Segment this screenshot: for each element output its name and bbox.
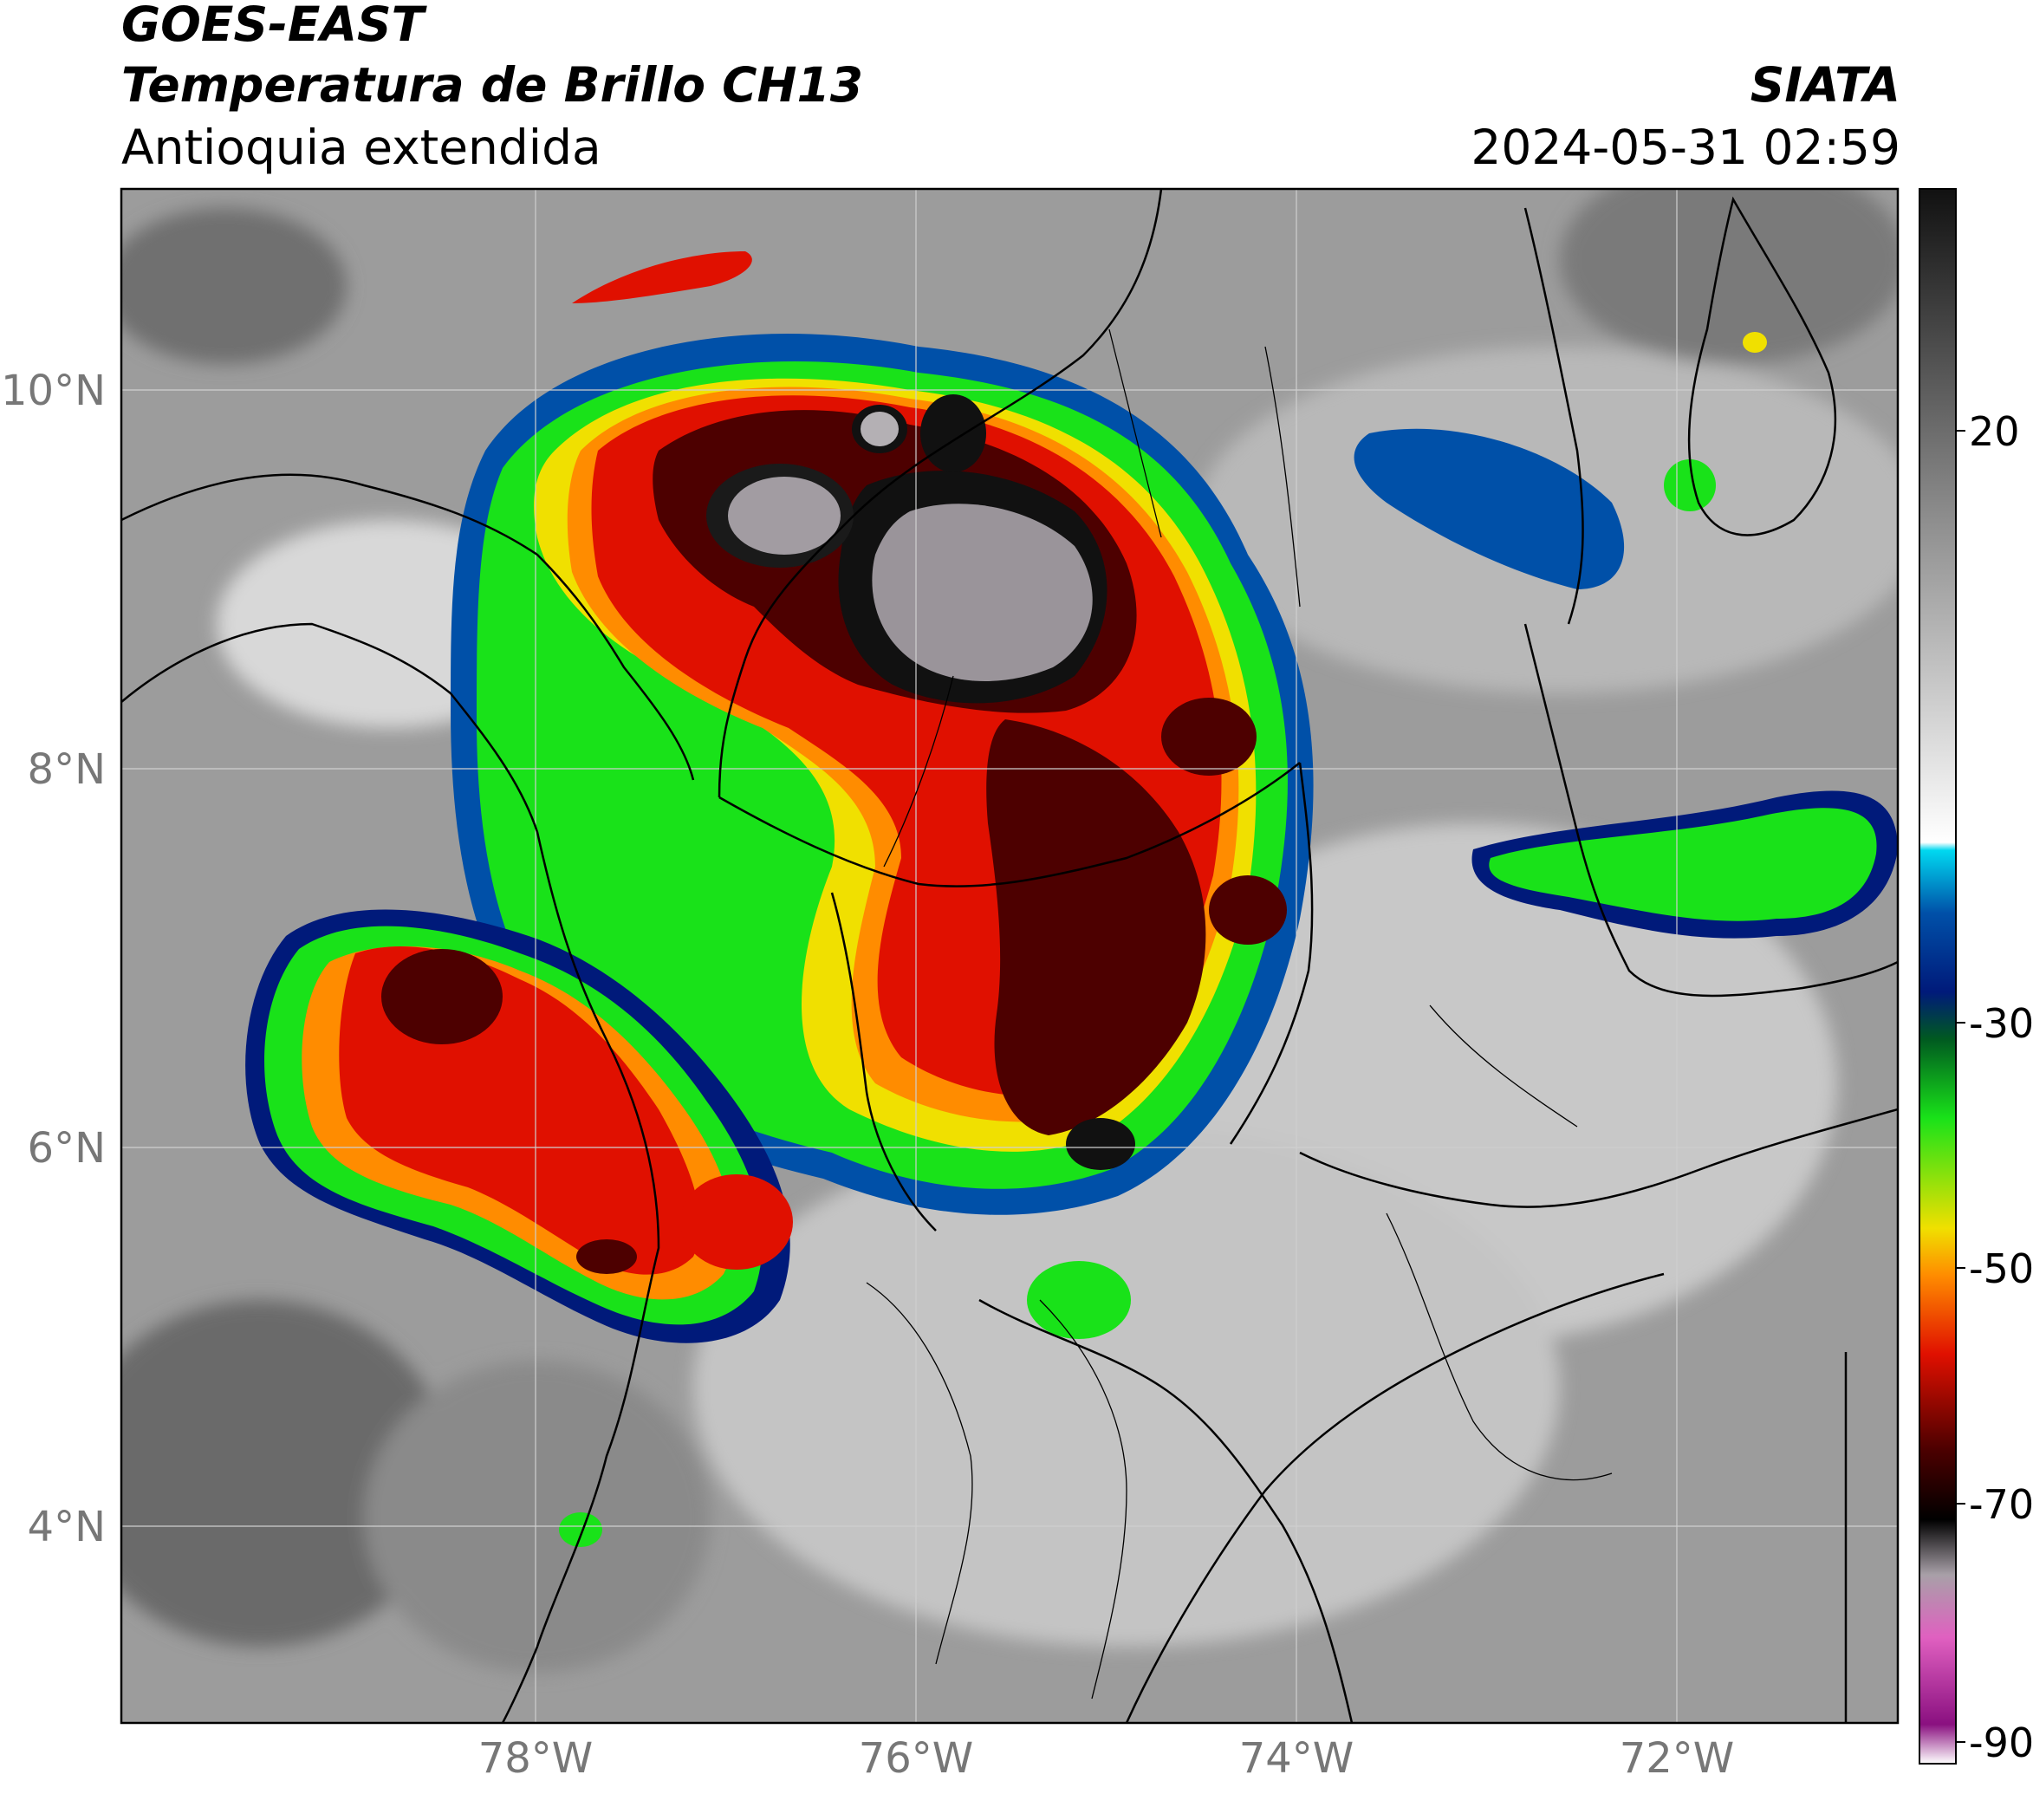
agency-label: SIATA	[1750, 57, 1900, 113]
colorbar-gradient	[1919, 188, 1957, 1765]
cloud-system-north	[451, 334, 1314, 1215]
colorbar-tick-minus90: -90	[1969, 1719, 2033, 1766]
boundary-antioquia-north	[718, 762, 1301, 887]
datetime-label: 2024-05-31 02:59	[1471, 120, 1900, 175]
graticule	[121, 189, 1898, 1723]
boundary-interior-1	[978, 1298, 1354, 1723]
cloud-system-pacific	[245, 909, 793, 1343]
lon-tick-74: 74°W	[1239, 1734, 1354, 1783]
municipal-boundaries	[866, 328, 1613, 1700]
lat-tick-10: 10°N	[1, 367, 106, 415]
colorbar-tick-marks	[1956, 430, 1965, 1743]
boundary-interior-3	[1125, 1272, 1665, 1723]
coastline-panama	[121, 473, 695, 781]
lon-tick-72: 72°W	[1620, 1734, 1735, 1783]
coastline-guajira	[1523, 207, 1584, 625]
lat-tick-6: 6°N	[28, 1124, 106, 1173]
boundary-antioquia-east	[1229, 762, 1314, 1145]
coastline-venezuela	[1687, 196, 1837, 536]
lat-axis: 10°N 8°N 6°N 4°N	[1, 367, 106, 1551]
lon-tick-76: 76°W	[859, 1734, 974, 1783]
satellite-title: GOES-EAST	[121, 0, 425, 52]
region-subtitle: Antioquia extendida	[121, 120, 601, 175]
coastline-pacific	[450, 692, 660, 1723]
lat-tick-8: 8°N	[28, 745, 106, 794]
colorbar-tick-minus30: -30	[1969, 1000, 2033, 1047]
boundary-venezuela	[1523, 623, 1898, 998]
colorbar-tick-minus70: -70	[1969, 1481, 2033, 1528]
brightness-temperature-field	[121, 189, 1898, 1723]
boundary-antioquia-west	[830, 892, 937, 1232]
coastline-caribbean	[718, 189, 1163, 798]
product-title: Temperatura de Brillo CH13	[121, 57, 864, 113]
lon-axis: 78°W 76°W 74°W 72°W	[478, 1734, 1735, 1783]
colorbar-tick-20: 20	[1969, 408, 2020, 455]
boundary-interior-2	[1299, 1108, 1898, 1208]
map-frame	[120, 187, 1900, 1725]
coastline-panama-south	[121, 622, 451, 703]
colorbar: 20 -30 -50 -70 -90	[1919, 188, 2033, 1766]
colorbar-tick-minus50: -50	[1969, 1245, 2033, 1292]
lon-tick-78: 78°W	[478, 1734, 594, 1783]
boundaries	[121, 189, 1898, 1723]
lat-tick-4: 4°N	[28, 1503, 106, 1551]
cloud-band-northeast	[559, 251, 1898, 1547]
